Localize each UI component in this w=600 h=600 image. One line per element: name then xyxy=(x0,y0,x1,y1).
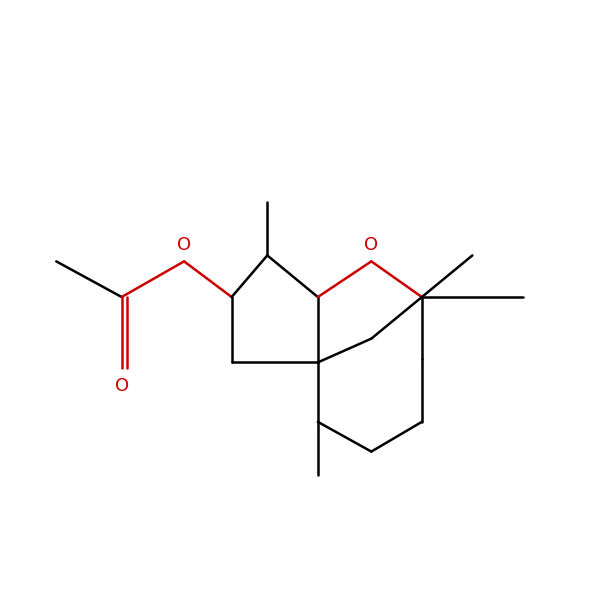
Text: O: O xyxy=(177,236,191,254)
Text: O: O xyxy=(364,236,379,254)
Text: O: O xyxy=(115,377,129,395)
